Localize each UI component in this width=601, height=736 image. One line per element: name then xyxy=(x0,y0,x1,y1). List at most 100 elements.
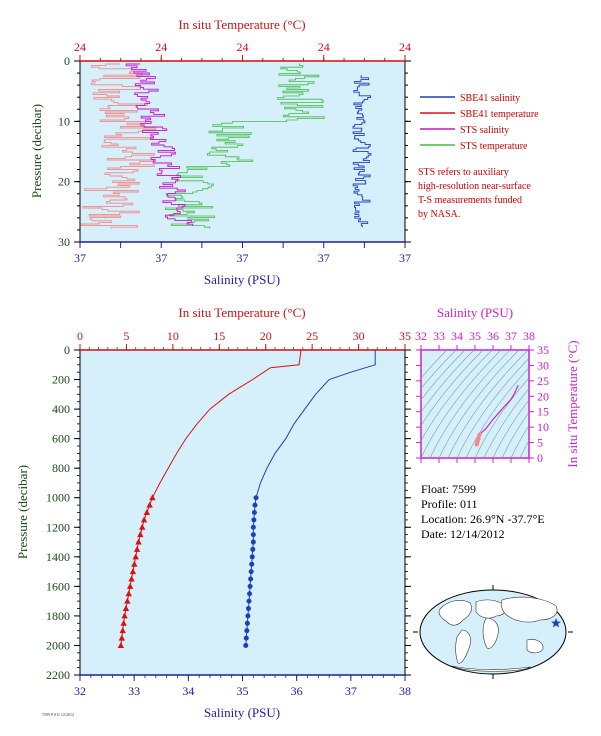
inset-density-contour xyxy=(429,350,511,458)
sbe41-salinity-point xyxy=(251,517,257,523)
map-continents xyxy=(438,596,558,672)
sbe41-temperature-point xyxy=(132,553,139,560)
inset-ts-point xyxy=(476,436,481,441)
top-temp-tick-label: 24 xyxy=(155,40,167,54)
inset-density-contour xyxy=(483,388,529,458)
inset-temp-tick-label: 25 xyxy=(537,374,549,388)
sbe41-salinity-point xyxy=(247,583,253,589)
inset-sal-tick-label: 34 xyxy=(451,329,463,343)
sbe41-salinity-point xyxy=(251,510,257,515)
main-sal-tick-label: 33 xyxy=(128,684,140,698)
top-chart: In situ Temperature (°C) 24 24 24 24 24 37 37… xyxy=(29,17,411,287)
sbe41-temperature-point xyxy=(135,538,142,545)
main-temp-tick-label: 15 xyxy=(213,329,225,343)
legend-label-sts-salinity: STS salinity xyxy=(460,125,509,136)
top-sts-temperature-trace xyxy=(165,63,325,229)
main-chart-xlabel: Salinity (PSU) xyxy=(204,705,280,720)
sbe41-temperature-point xyxy=(139,523,146,530)
sbe41-salinity-point xyxy=(249,554,255,560)
sbe41-temperature-point xyxy=(117,641,125,648)
inset-sal-tick-label: 36 xyxy=(487,329,499,343)
main-sal-tick-label: 37 xyxy=(345,684,357,698)
top-sal-tick-label: 37 xyxy=(318,251,330,265)
legend-label-sts-temperature: STS temperature xyxy=(460,141,528,152)
inset-density-contour xyxy=(438,350,520,458)
top-sts-salinity-trace xyxy=(125,63,194,226)
main-pressure-tick-label: 0 xyxy=(64,343,70,357)
sbe41-temperature-point xyxy=(125,590,132,597)
top-sal-tick-label: 37 xyxy=(155,251,167,265)
top-pressure-tick-label: 20 xyxy=(58,175,70,189)
inset-temp-tick-label: 15 xyxy=(537,405,549,419)
inset-temp-tick-label: 20 xyxy=(537,389,549,403)
top-plot-area xyxy=(79,60,406,243)
sbe41-salinity-point xyxy=(250,524,256,530)
top-sal-ticks: 37 37 37 37 37 xyxy=(74,242,411,265)
main-sal-tick-label: 38 xyxy=(399,684,411,698)
main-temp-tick-label: 25 xyxy=(306,329,318,343)
main-pressure-tick-label: 1400 xyxy=(46,550,70,564)
top-chart-ylabel: Pressure (decibar) xyxy=(29,104,44,198)
inset-sal-tick-label: 37 xyxy=(505,329,517,343)
sbe41-salinity-point xyxy=(243,642,249,648)
top-temp-ticks: 24 24 24 24 24 xyxy=(74,40,411,61)
sbe41-salinity-point xyxy=(250,539,256,545)
sbe41-temperature-point xyxy=(133,545,141,552)
inset-density-contour xyxy=(456,357,529,458)
top-pressure-tick-label: 0 xyxy=(64,54,70,68)
legend-note-line-1: STS refers to auxiliary xyxy=(418,167,509,178)
inset-density-contour xyxy=(510,425,529,458)
legend: SBE41 salinity SBE41 temperature STS sal… xyxy=(418,93,539,220)
top-sal-tick-label: 37 xyxy=(237,251,249,265)
world-map xyxy=(413,585,573,679)
sbe41-temperature-point xyxy=(149,494,156,501)
inset-density-contour xyxy=(421,350,457,389)
top-temp-tick-label: 24 xyxy=(74,40,86,54)
top-temp-tick-label: 24 xyxy=(237,40,249,54)
main-temp-tick-label: 5 xyxy=(123,329,129,343)
main-temp-ticks: 0 5 10 15 20 25 30 35 xyxy=(77,329,411,350)
main-pressure-tick-label: 1000 xyxy=(46,491,70,505)
sbe41-temperature-point xyxy=(137,531,144,538)
inset-sal-tick-label: 38 xyxy=(523,329,535,343)
inset-title: Salinity (PSU) xyxy=(437,305,513,320)
sbe41-temperature-point xyxy=(146,501,153,508)
inset-density-contour xyxy=(421,350,466,401)
legend-note-line-2: high-resolution near-surface xyxy=(418,181,531,192)
sbe41-salinity-point xyxy=(253,495,259,501)
main-temp-tick-label: 30 xyxy=(353,329,365,343)
inset-density-contour xyxy=(421,350,475,413)
inset-sal-tick-label: 35 xyxy=(469,329,481,343)
inset-density-contour xyxy=(492,399,529,458)
sbe41-temperature-point xyxy=(119,627,126,634)
sbe41-temperature-point xyxy=(120,619,127,626)
main-temp-tick-label: 20 xyxy=(260,329,272,343)
sbe41-salinity-point xyxy=(248,569,254,575)
sbe41-temperature-point xyxy=(143,509,151,515)
main-pressure-tick-label: 800 xyxy=(52,461,70,475)
sbe41-temperature-point xyxy=(124,597,131,604)
inset-density-contour xyxy=(519,439,529,458)
info-location: Location: 26.9°N -37.7°E xyxy=(421,512,545,526)
sbe41-salinity-point xyxy=(247,591,253,597)
main-pressure-tick-label: 200 xyxy=(52,373,70,387)
main-chart: In situ Temperature (°C) 0 5 10 15 20 25 30 35 … xyxy=(15,305,411,720)
float-info: Float: 7599 Profile: 011 Location: 26.9°… xyxy=(421,482,545,541)
inset-density-contour xyxy=(421,350,502,458)
main-sal-ticks: 32 33 34 35 36 37 38 xyxy=(74,675,411,698)
sbe41-salinity-point xyxy=(250,546,256,552)
legend-label-sbe-temperature: SBE41 temperature xyxy=(460,109,539,120)
main-temp-tick-label: 10 xyxy=(167,329,179,343)
inset-temp-tick-label: 5 xyxy=(537,436,543,450)
top-temp-tick-label: 24 xyxy=(318,40,330,54)
main-sal-tick-label: 35 xyxy=(237,684,249,698)
inset-temp-tick-label: 35 xyxy=(537,343,549,357)
inset-temp-tick-label: 10 xyxy=(537,420,549,434)
top-sal-tick-label: 37 xyxy=(399,251,411,265)
inset-density-contour xyxy=(474,377,529,458)
inset-density-contours xyxy=(421,350,529,458)
main-sal-tick-label: 34 xyxy=(182,684,194,698)
top-sbe-temperature-trace xyxy=(80,63,157,229)
